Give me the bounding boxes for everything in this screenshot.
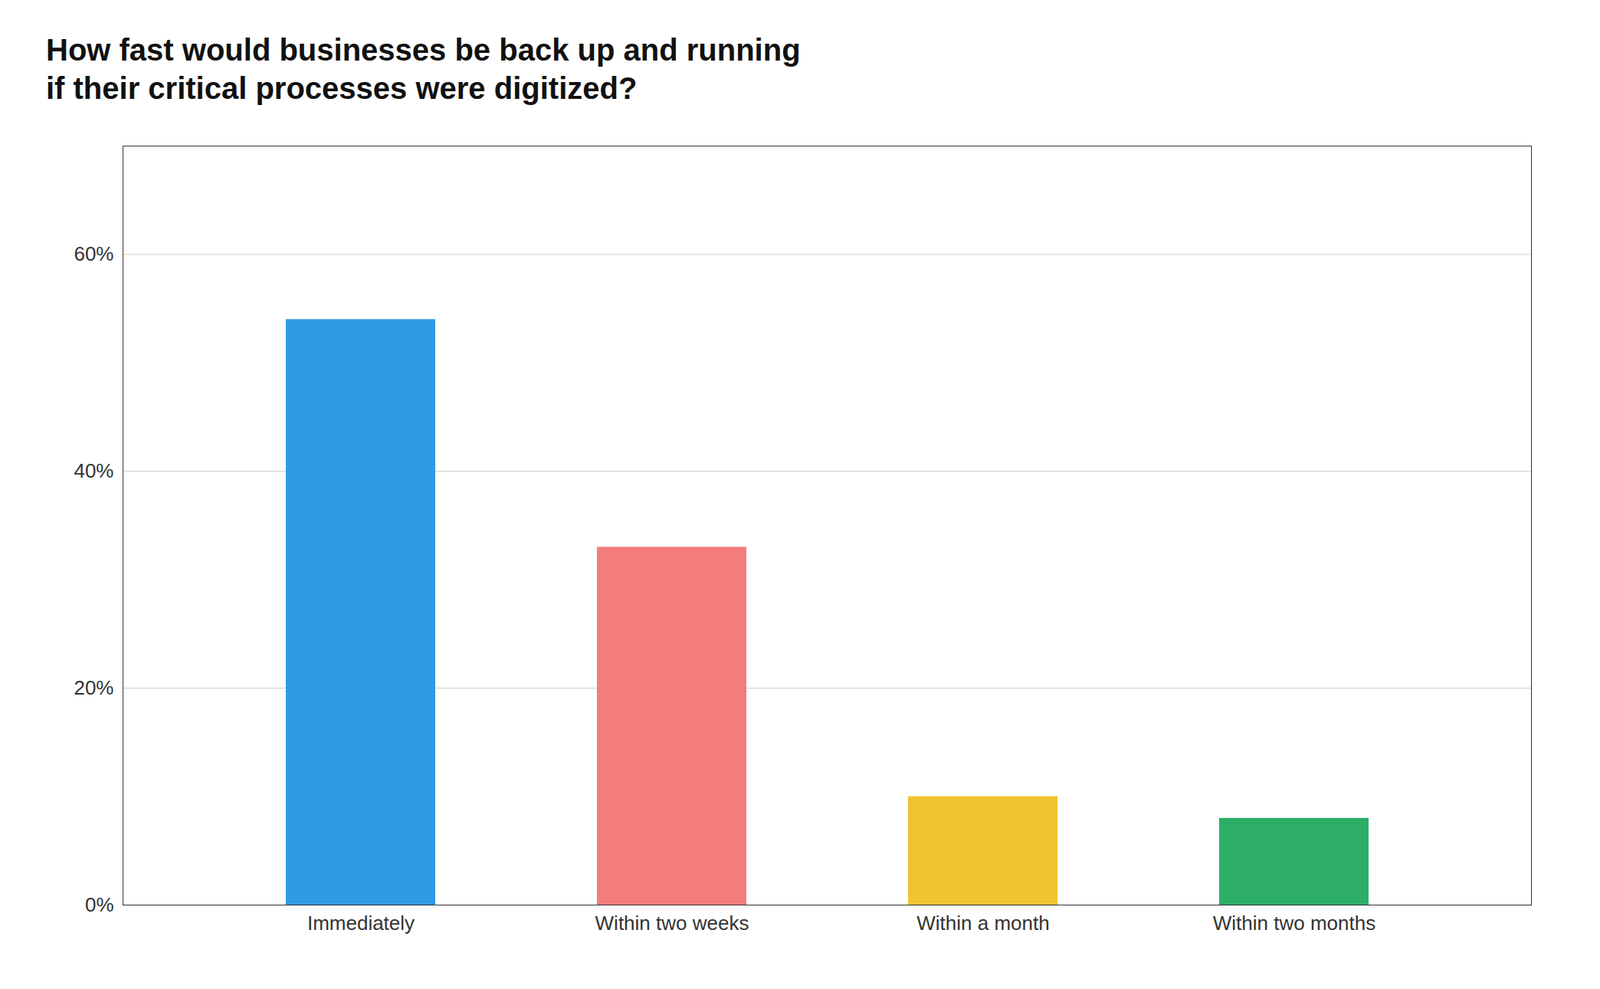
svg-text:20%: 20% xyxy=(73,675,114,699)
svg-text:Immediately: Immediately xyxy=(307,911,415,935)
html-text:if their critical processes we: if their critical processes were digitiz… xyxy=(45,71,638,105)
html-text:How fast would businesses be b: How fast would businesses be back up and… xyxy=(45,32,801,67)
svg-text:Within a month: Within a month xyxy=(916,911,1050,935)
svg-text:0%: 0% xyxy=(85,892,115,916)
svg-text:Within two months: Within two months xyxy=(1213,911,1376,935)
svg-text:60%: 60% xyxy=(73,242,114,266)
svg-text:Within two weeks: Within two weeks xyxy=(595,911,750,935)
svg-text:40%: 40% xyxy=(73,459,114,482)
